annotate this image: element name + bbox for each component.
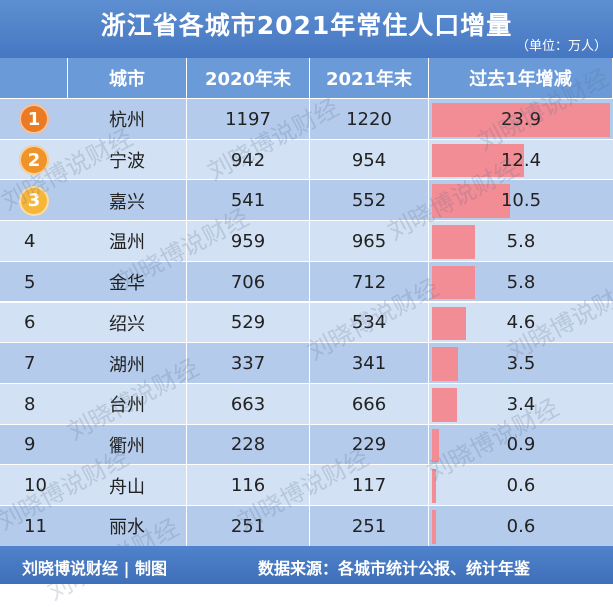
change-bar [432, 225, 476, 259]
rank-label: 8 [24, 393, 36, 415]
header-city: 城市 [68, 58, 187, 98]
city-cell: 杭州 [68, 99, 187, 140]
city-cell: 台州 [68, 383, 187, 425]
city-cell: 宁波 [68, 139, 187, 181]
city-cell: 舟山 [68, 465, 187, 506]
value-2020-cell: 529 [187, 302, 310, 344]
table-row: 6 绍兴 529 534 4.6 [0, 301, 613, 344]
change-bar [432, 387, 458, 422]
rank-label: 6 [24, 312, 36, 334]
unit-label: （单位：万人） [515, 39, 607, 54]
rank-label: 11 [24, 515, 47, 537]
change-bar [432, 265, 476, 300]
change-label: 3.5 [506, 353, 536, 375]
value-2021-cell: 534 [310, 302, 429, 344]
change-label: 4.6 [506, 312, 536, 334]
city-cell: 嘉兴 [68, 180, 187, 222]
city-cell: 丽水 [68, 506, 187, 547]
value-2021-cell: 1220 [310, 99, 429, 140]
change-bar [432, 143, 525, 178]
rank-label: 7 [24, 353, 36, 375]
value-2021-cell: 965 [310, 221, 429, 262]
value-2021-cell: 117 [310, 465, 429, 506]
table-row: 9 衢州 228 229 0.9 [0, 423, 613, 466]
value-2021-cell: 229 [310, 424, 429, 466]
change-label: 0.6 [506, 475, 536, 497]
change-label: 3.4 [506, 393, 536, 415]
rank-badge: 2 [19, 145, 49, 176]
table-row: 2 宁波 942 954 12.4 [0, 138, 613, 181]
value-2020-cell: 942 [187, 139, 310, 181]
table-row: 7 湖州 337 341 3.5 [0, 342, 613, 384]
change-bar [432, 103, 610, 137]
change-label: 10.5 [500, 190, 542, 212]
change-label: 12.4 [500, 149, 542, 171]
header-change: 过去1年增减 [429, 58, 613, 98]
change-label: 0.6 [506, 515, 536, 537]
value-2021-cell: 341 [310, 343, 429, 384]
table-row: 5 金华 706 712 5.8 [0, 260, 613, 303]
change-bar [432, 306, 467, 341]
change-bar [432, 469, 437, 503]
chart-title: 浙江省各城市2021年常住人口增量 [100, 11, 513, 40]
value-2020-cell: 116 [187, 465, 310, 506]
footer-source: 数据来源：各城市统计公报、统计年鉴 [258, 559, 531, 578]
city-cell: 绍兴 [68, 302, 187, 344]
rank-label: 9 [24, 434, 36, 456]
table-row: 3 嘉兴 541 552 10.5 [0, 179, 613, 222]
table-row: 1 杭州 1197 1220 23.9 [0, 98, 613, 140]
rank-label: 5 [24, 271, 36, 293]
value-2021-cell: 954 [310, 139, 429, 181]
rank-label: 10 [24, 475, 47, 497]
change-bar [432, 347, 459, 381]
change-label: 23.9 [500, 108, 542, 130]
value-2020-cell: 251 [187, 506, 310, 547]
rank-badge: 1 [19, 104, 49, 135]
title-bar: 浙江省各城市2021年常住人口增量 （单位：万人） [0, 0, 613, 58]
value-2021-cell: 666 [310, 383, 429, 425]
header-2021: 2021年末 [310, 58, 429, 98]
value-2020-cell: 959 [187, 221, 310, 262]
city-cell: 温州 [68, 221, 187, 262]
rank-badge: 3 [19, 185, 49, 216]
value-2021-cell: 552 [310, 180, 429, 222]
table-row: 11 丽水 251 251 0.6 [0, 505, 613, 547]
value-2020-cell: 1197 [187, 99, 310, 140]
change-bar [432, 184, 511, 219]
change-label: 5.8 [506, 230, 536, 252]
rank-label: 4 [24, 230, 36, 252]
footer: 刘晓博说财经 | 制图 数据来源：各城市统计公报、统计年鉴 [0, 546, 613, 584]
value-2020-cell: 663 [187, 383, 310, 425]
value-2020-cell: 228 [187, 424, 310, 466]
value-2020-cell: 706 [187, 261, 310, 303]
city-cell: 金华 [68, 261, 187, 303]
change-bar [432, 428, 439, 463]
table-row: 8 台州 663 666 3.4 [0, 382, 613, 425]
header-2020: 2020年末 [187, 58, 310, 98]
value-2020-cell: 541 [187, 180, 310, 222]
header-rank [0, 58, 68, 98]
change-label: 5.8 [506, 271, 536, 293]
value-2021-cell: 712 [310, 261, 429, 303]
city-cell: 湖州 [68, 343, 187, 384]
table-row: 10 舟山 116 117 0.6 [0, 464, 613, 506]
footer-credit: 刘晓博说财经 | 制图 [22, 559, 167, 578]
value-2021-cell: 251 [310, 506, 429, 547]
value-2020-cell: 337 [187, 343, 310, 384]
table-row: 4 温州 959 965 5.8 [0, 220, 613, 262]
change-label: 0.9 [506, 434, 536, 456]
change-bar [432, 510, 437, 544]
city-cell: 衢州 [68, 424, 187, 466]
